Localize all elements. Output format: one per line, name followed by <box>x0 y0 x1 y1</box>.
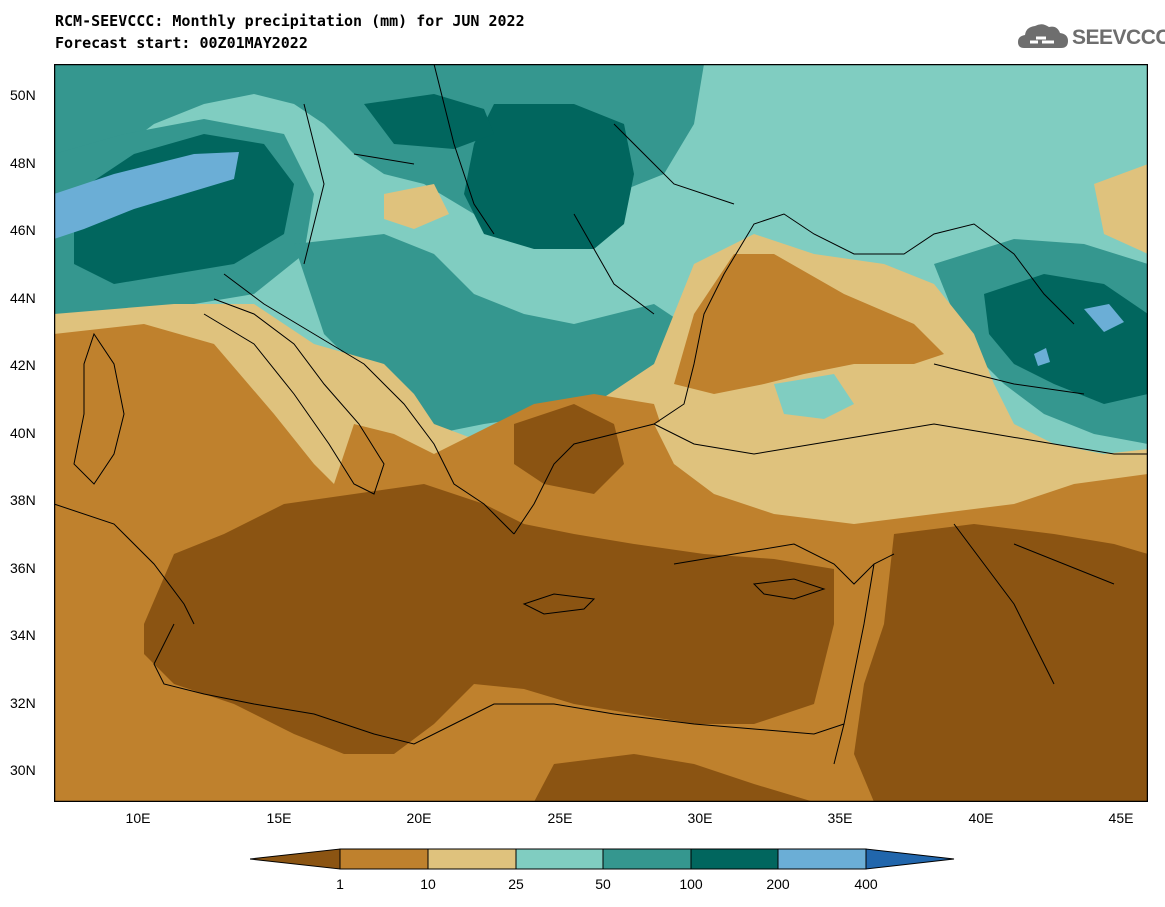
colorbar-label: 100 <box>679 876 703 892</box>
lat-tick-label: 30N <box>10 762 36 778</box>
colorbar-segment <box>777 848 867 870</box>
colorbar-segment <box>427 848 517 870</box>
logo-text: SEEVCCC <box>1072 26 1165 49</box>
lat-tick-label: 44N <box>10 290 36 306</box>
colorbar-segment <box>249 848 341 870</box>
precip-band-25-50 <box>774 374 854 419</box>
precip-band-below-1 <box>534 754 814 802</box>
precip-band-10-25 <box>654 384 954 494</box>
colorbar-segment <box>339 848 429 870</box>
colorbar-segment <box>515 848 604 870</box>
lon-tick-label: 35E <box>827 810 853 826</box>
colorbar-segment <box>690 848 779 870</box>
precip-band-100-200 <box>464 104 634 249</box>
lon-tick-label: 45E <box>1108 810 1134 826</box>
lat-tick-label: 38N <box>10 492 36 508</box>
lat-tick-label: 48N <box>10 155 36 171</box>
map-canvas <box>54 64 1148 802</box>
lon-tick-label: 40E <box>968 810 994 826</box>
map-border <box>54 64 1148 802</box>
colorbar-label: 400 <box>854 876 878 892</box>
lat-tick-label: 50N <box>10 87 36 103</box>
lat-tick-label: 34N <box>10 627 36 643</box>
precip-band-100-200 <box>364 94 494 149</box>
coastline-overlay <box>54 64 1148 765</box>
lat-tick-label: 40N <box>10 425 36 441</box>
lat-tick-label: 36N <box>10 560 36 576</box>
precip-band-10-25 <box>384 184 449 229</box>
map-title: RCM-SEEVCCC: Monthly precipitation (mm) … <box>55 12 525 30</box>
seevccc-logo: SEEVCCC <box>1016 20 1165 56</box>
precip-band-1-10 <box>674 254 944 394</box>
colorbar-label: 50 <box>595 876 611 892</box>
lon-tick-label: 20E <box>406 810 432 826</box>
lat-tick-label: 46N <box>10 222 36 238</box>
colorbar <box>249 846 956 876</box>
lat-tick-label: 42N <box>10 357 36 373</box>
precipitation-map <box>54 64 1148 802</box>
precip-band-below-1 <box>854 524 1148 802</box>
forecast-start-subtitle: Forecast start: 00Z01MAY2022 <box>55 34 308 52</box>
precip-band-200-400 <box>1084 304 1124 332</box>
precip-band-below-1 <box>144 484 834 754</box>
precip-band-200-400 <box>1034 348 1050 366</box>
colorbar-label: 200 <box>766 876 790 892</box>
colorbar-segment <box>865 848 955 870</box>
lon-tick-label: 25E <box>547 810 573 826</box>
precip-band-10-25 <box>1094 164 1148 254</box>
colorbar-label: 10 <box>420 876 436 892</box>
precip-band-200-400 <box>54 152 239 239</box>
lat-tick-label: 32N <box>10 695 36 711</box>
lon-tick-label: 15E <box>266 810 292 826</box>
lon-tick-label: 30E <box>687 810 713 826</box>
colorbar-label: 1 <box>336 876 344 892</box>
cloud-icon <box>1018 24 1068 48</box>
colorbar-label: 25 <box>508 876 524 892</box>
lon-tick-label: 10E <box>125 810 151 826</box>
colorbar-segment <box>602 848 692 870</box>
